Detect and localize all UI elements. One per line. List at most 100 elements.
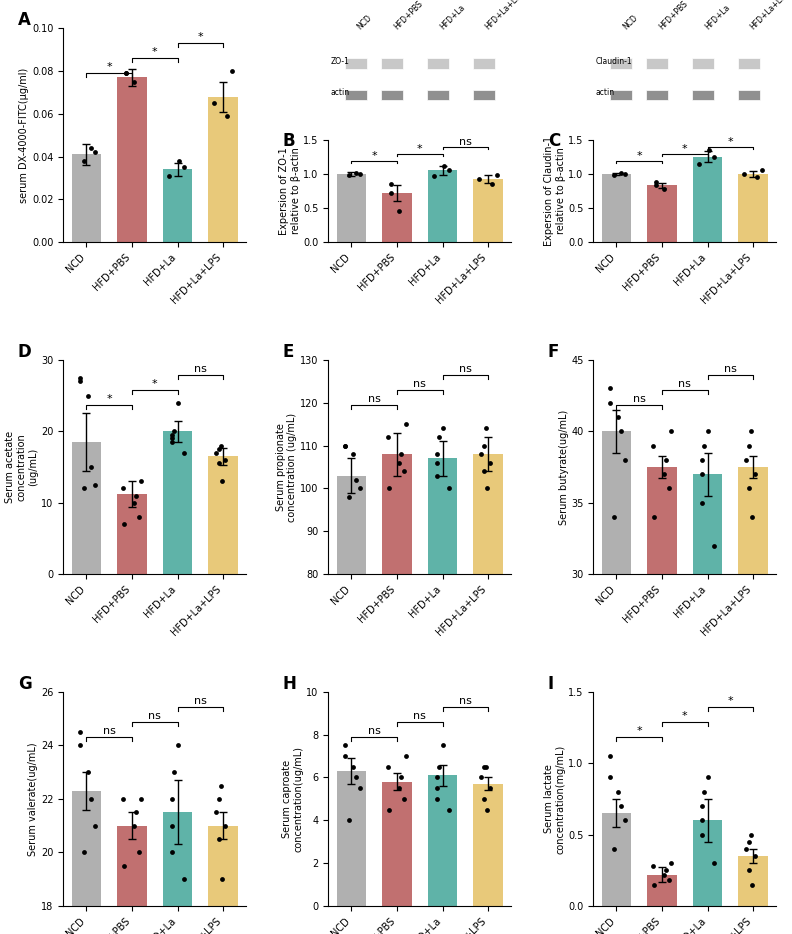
Y-axis label: serum DX-4000-FITC(μg/ml): serum DX-4000-FITC(μg/ml) [19,67,29,203]
Text: *: * [197,33,203,42]
Point [383,481,395,496]
Text: ns: ns [724,364,737,375]
Point [347,446,360,461]
Point [432,430,445,445]
Point [664,856,677,870]
Point [128,495,140,510]
Text: ns: ns [148,711,162,721]
Text: D: D [17,343,32,361]
Bar [71,442,101,574]
Text: C: C [548,132,560,149]
Text: *: * [682,711,687,721]
Text: *: * [637,726,642,736]
Point [166,818,178,833]
Point [132,845,145,860]
Point [615,165,627,180]
Text: HFD+PBS: HFD+PBS [657,0,690,31]
Point [443,163,455,178]
Point [89,477,101,492]
Point [649,175,662,190]
Y-axis label: Serum lactate
concentration(mg/mL): Serum lactate concentration(mg/mL) [544,744,565,854]
Text: actin: actin [596,89,615,97]
Point [475,770,488,785]
Text: HFD+La: HFD+La [438,3,466,31]
Point [82,389,94,403]
Point [430,455,443,470]
Y-axis label: Expersion of Claudin-1
relative to β-actin: Expersion of Claudin-1 relative to β-act… [544,135,565,246]
Point [657,467,670,482]
Point [478,438,490,453]
Point [619,813,631,828]
Point [128,74,140,89]
Point [393,204,406,219]
Point [225,64,238,78]
Text: ns: ns [633,394,645,404]
Point [85,140,97,155]
Point [615,799,627,814]
Point [484,455,497,470]
Point [134,791,147,806]
Point [384,177,397,191]
Point [382,759,394,774]
Point [89,818,101,833]
Text: ns: ns [367,394,381,404]
Point [695,452,708,467]
Point [604,749,616,764]
Text: A: A [17,11,31,29]
Point [664,424,677,439]
Point [619,452,631,467]
Point [745,509,758,524]
Point [478,464,490,479]
Point [756,163,768,178]
Point [343,813,356,828]
Point [213,442,226,457]
Text: ns: ns [459,696,472,706]
Point [394,770,407,785]
Text: HFD+PBS: HFD+PBS [392,0,425,31]
Text: ns: ns [413,379,426,389]
Bar [337,475,366,916]
Text: ns: ns [194,696,207,706]
Point [479,421,492,436]
Point [349,770,362,785]
Point [215,474,228,488]
Point [604,395,616,410]
Text: E: E [283,343,294,361]
Point [744,828,757,842]
Bar [693,157,722,242]
Bar [345,59,367,69]
Point [399,749,412,764]
Point [649,178,662,193]
Text: *: * [682,144,687,154]
Point [703,143,716,158]
Bar [692,59,714,69]
Bar [738,856,768,906]
Point [702,424,714,439]
Point [117,517,130,531]
Point [475,446,488,461]
Bar [383,193,412,242]
Point [744,424,757,439]
Point [339,438,352,453]
Point [89,145,101,160]
Bar [337,174,366,242]
Point [604,381,616,396]
Point [177,446,190,460]
Point [481,802,493,817]
Bar [647,467,677,934]
Point [431,468,444,483]
Bar [117,78,147,242]
Text: G: G [17,674,32,693]
Point [178,160,191,175]
Point [741,452,753,467]
Point [432,759,445,774]
Point [608,509,621,524]
Point [481,481,493,496]
Text: ns: ns [103,726,116,736]
Point [442,481,455,496]
Point [120,65,132,80]
Point [748,467,761,482]
Point [660,863,672,878]
Point [741,842,753,856]
Point [743,834,756,849]
